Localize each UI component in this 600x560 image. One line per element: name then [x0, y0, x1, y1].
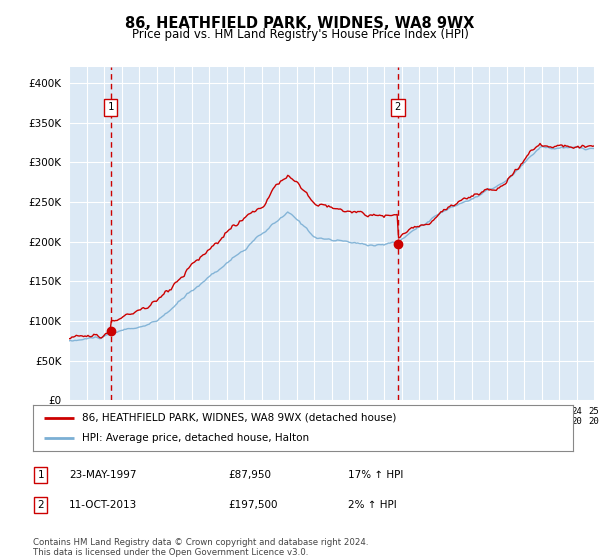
Text: £197,500: £197,500	[228, 500, 277, 510]
Text: 1: 1	[107, 102, 114, 112]
Text: 2: 2	[37, 500, 44, 510]
Text: 17% ↑ HPI: 17% ↑ HPI	[348, 470, 403, 480]
Text: Contains HM Land Registry data © Crown copyright and database right 2024.
This d: Contains HM Land Registry data © Crown c…	[33, 538, 368, 557]
Text: £87,950: £87,950	[228, 470, 271, 480]
Text: 11-OCT-2013: 11-OCT-2013	[69, 500, 137, 510]
Text: 2% ↑ HPI: 2% ↑ HPI	[348, 500, 397, 510]
Text: 86, HEATHFIELD PARK, WIDNES, WA8 9WX (detached house): 86, HEATHFIELD PARK, WIDNES, WA8 9WX (de…	[82, 413, 396, 423]
Text: 23-MAY-1997: 23-MAY-1997	[69, 470, 137, 480]
Text: Price paid vs. HM Land Registry's House Price Index (HPI): Price paid vs. HM Land Registry's House …	[131, 28, 469, 41]
Text: HPI: Average price, detached house, Halton: HPI: Average price, detached house, Halt…	[82, 433, 309, 443]
Text: 1: 1	[37, 470, 44, 480]
Text: 2: 2	[395, 102, 401, 112]
Text: 86, HEATHFIELD PARK, WIDNES, WA8 9WX: 86, HEATHFIELD PARK, WIDNES, WA8 9WX	[125, 16, 475, 31]
